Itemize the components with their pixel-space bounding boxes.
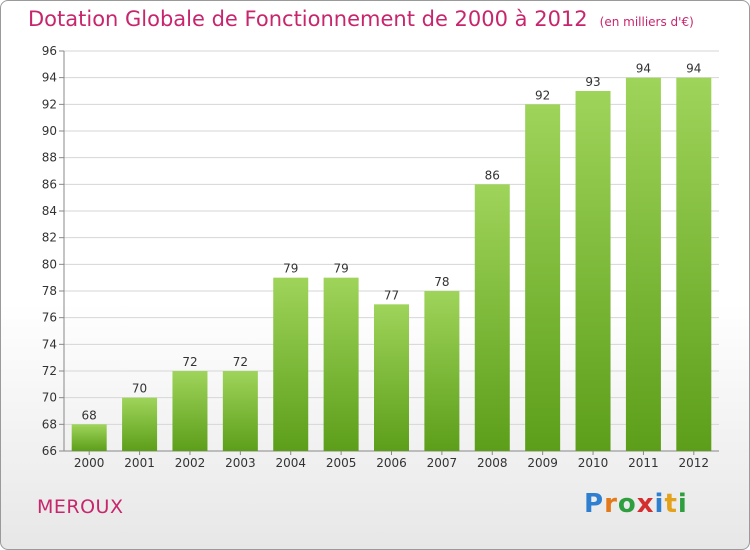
- y-tick-label: 86: [42, 177, 57, 191]
- y-tick-label: 74: [42, 337, 57, 351]
- bar-2000: [71, 424, 107, 451]
- x-tick-label-2002: 2002: [175, 456, 206, 470]
- x-tick-label-2008: 2008: [477, 456, 508, 470]
- x-tick-label-2001: 2001: [124, 456, 155, 470]
- bar-2005: [323, 277, 359, 451]
- y-tick-label: 78: [42, 284, 57, 298]
- bars: [71, 77, 712, 452]
- chart-title: Dotation Globale de Fonctionnement de 20…: [28, 7, 694, 31]
- y-tick-label: 76: [42, 311, 57, 325]
- bar-2001: [122, 397, 158, 451]
- data-label-2010: 93: [585, 75, 600, 89]
- data-label-2008: 86: [485, 168, 500, 182]
- axes: 66 68 70 72 74 76 78 80 82 84 86 88 90 92 94 96 2000 2001…: [42, 44, 719, 470]
- y-tick-label: 84: [42, 204, 57, 218]
- y-tick-label: 80: [42, 257, 57, 271]
- x-tick-label-2012: 2012: [679, 456, 710, 470]
- y-tick-label: 68: [42, 417, 57, 431]
- bar-2006: [374, 304, 409, 451]
- commune-name: MEROUX: [37, 496, 124, 518]
- y-tick-label: 96: [42, 44, 57, 58]
- logo-letter: P: [584, 489, 605, 519]
- y-tick-label: 72: [42, 364, 57, 378]
- x-tick-label-2009: 2009: [527, 456, 558, 470]
- data-label-2001: 70: [132, 382, 147, 396]
- data-labels: 68 70 72 72 79 79 77 78 86 92 93 94 94: [82, 62, 702, 423]
- y-tick-label: 92: [42, 97, 57, 111]
- x-tick-label-2003: 2003: [225, 456, 256, 470]
- data-label-2002: 72: [182, 355, 197, 369]
- y-tick-label: 88: [42, 151, 57, 165]
- x-tick-label-2004: 2004: [275, 456, 306, 470]
- x-tick-label-2006: 2006: [376, 456, 407, 470]
- bar-2002: [172, 371, 208, 451]
- bar-2010: [575, 91, 611, 451]
- logo-letter: i: [677, 489, 688, 519]
- x-tick-label-2010: 2010: [578, 456, 609, 470]
- y-tick-label: 90: [42, 124, 57, 138]
- logo-letter: x: [636, 489, 655, 519]
- data-label-2005: 79: [333, 262, 348, 276]
- proxiti-logo: Proxiti: [584, 489, 688, 519]
- data-label-2011: 94: [636, 62, 651, 76]
- y-tick-label: 82: [42, 231, 57, 245]
- y-tick-label: 66: [42, 444, 57, 458]
- bar-2004: [273, 277, 309, 451]
- logo-letter: i: [654, 489, 665, 519]
- logo-letter: r: [604, 489, 618, 519]
- data-label-2009: 92: [535, 88, 550, 102]
- data-label-2006: 77: [384, 288, 399, 302]
- data-label-2012: 94: [686, 62, 701, 76]
- x-tick-label-2005: 2005: [326, 456, 357, 470]
- logo-letter: o: [617, 489, 637, 519]
- bar-2009: [525, 104, 561, 451]
- y-tick-label: 70: [42, 391, 57, 405]
- x-tick-label-2011: 2011: [628, 456, 659, 470]
- data-label-2000: 68: [82, 408, 97, 422]
- title-text: Dotation Globale de Fonctionnement de 20…: [28, 7, 588, 31]
- data-label-2004: 79: [283, 262, 298, 276]
- bar-2008: [474, 184, 510, 452]
- chart-subtitle: (en milliers d'€): [599, 15, 694, 29]
- x-tick-label-2007: 2007: [427, 456, 458, 470]
- y-tick-label: 94: [42, 71, 57, 85]
- bar-2007: [424, 291, 460, 451]
- bar-2003: [222, 371, 258, 451]
- data-label-2003: 72: [233, 355, 248, 369]
- data-label-2007: 78: [434, 275, 449, 289]
- bar-2012: [676, 77, 712, 452]
- logo-letter: t: [664, 489, 678, 519]
- x-tick-label-2000: 2000: [74, 456, 105, 470]
- bar-2011: [625, 77, 661, 452]
